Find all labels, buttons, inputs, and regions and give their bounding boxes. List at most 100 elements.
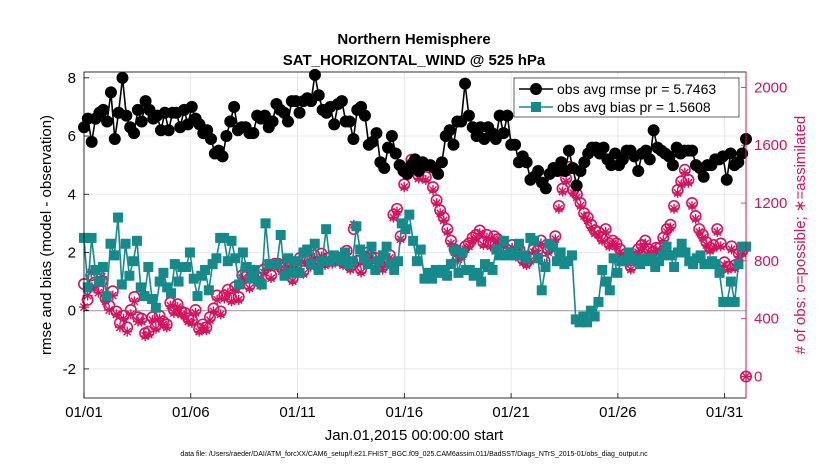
x-tick-label: 01/11 <box>279 404 315 421</box>
bias-point <box>305 259 316 270</box>
assimilated-obs-marker <box>388 212 399 223</box>
rmse-point <box>131 103 144 116</box>
assimilated-obs-marker <box>154 313 165 324</box>
bias-point <box>532 253 543 264</box>
bias-point <box>143 262 154 273</box>
rmse-point <box>120 109 133 122</box>
rmse-point <box>432 167 445 180</box>
bias-point <box>453 267 464 278</box>
bias-point <box>385 259 396 270</box>
bias-point <box>623 247 634 258</box>
assimilated-obs-marker <box>715 241 726 252</box>
bias-point <box>476 276 487 287</box>
legend-rmse-marker <box>530 83 542 95</box>
assimilated-obs-marker <box>669 203 680 214</box>
bias-point <box>218 232 229 243</box>
assimilated-obs-marker <box>190 307 201 318</box>
rmse-point <box>228 100 241 113</box>
assimilated-obs-marker <box>136 316 147 327</box>
bias-point <box>445 259 456 270</box>
bias-point <box>313 264 324 275</box>
bias-point <box>449 244 460 255</box>
bias-point <box>366 241 377 252</box>
assimilated-obs-marker <box>694 226 705 237</box>
assimilated-obs-marker <box>118 313 129 324</box>
bias-point <box>733 259 744 270</box>
bias-point <box>113 212 124 223</box>
rmse-point <box>459 77 472 90</box>
bias-point <box>464 264 475 275</box>
assimilated-obs-marker <box>222 287 233 298</box>
assimilated-obs-marker <box>561 176 572 187</box>
bias-point <box>612 267 623 278</box>
assimilated-obs-marker <box>114 322 125 333</box>
x-tick-label: 01/31 <box>706 404 744 421</box>
bias-point <box>566 250 577 261</box>
rmse-point <box>389 147 402 160</box>
assimilated-obs-marker <box>586 222 597 233</box>
bias-point <box>688 259 699 270</box>
x-tick-label: 01/26 <box>599 404 637 421</box>
bias-point <box>582 317 593 328</box>
bias-point <box>495 250 506 261</box>
x-tick-label: 01/21 <box>492 404 530 421</box>
assimilated-obs-marker <box>571 192 582 203</box>
bias-point <box>389 264 400 275</box>
bias-point <box>188 273 199 284</box>
bias-point <box>653 256 664 267</box>
y-axis-label: rmse and bias (model - observation) <box>38 115 55 355</box>
bias-point <box>491 244 502 255</box>
assimilated-obs-marker <box>687 200 698 211</box>
bias-point <box>317 256 328 267</box>
bias-point <box>154 276 165 287</box>
y-right-tick-label: 2000 <box>754 79 787 96</box>
bias-point <box>94 276 105 287</box>
rmse-point <box>462 109 475 122</box>
y-right-tick-label: 1200 <box>754 195 787 212</box>
bias-point <box>249 264 260 275</box>
bias-point <box>362 259 373 270</box>
bias-point <box>150 302 161 313</box>
assimilated-obs-marker <box>665 222 676 233</box>
bias-point <box>105 238 116 249</box>
assimilated-obs-marker <box>690 213 701 224</box>
x-axis-label: Jan.01,2015 00:00:00 start <box>325 427 504 444</box>
assimilated-obs-marker <box>226 296 237 307</box>
assimilated-obs-marker <box>478 239 489 250</box>
y-right-tick-label: 1600 <box>754 137 787 154</box>
y-axis-right-label: # of obs: o=possible; ∗=assimilated <box>792 116 809 355</box>
assimilated-obs-marker <box>427 185 438 196</box>
assimilated-obs-marker <box>212 294 223 305</box>
bias-point <box>661 241 672 252</box>
bias-point <box>203 285 214 296</box>
bias-point <box>521 253 532 264</box>
bias-point <box>271 259 282 270</box>
assimilated-obs-marker <box>356 267 367 278</box>
assimilated-obs-marker <box>435 208 446 219</box>
bias-point <box>184 247 195 258</box>
bias-point <box>358 253 369 264</box>
bias-point <box>131 235 142 246</box>
bias-point <box>514 238 525 249</box>
rmse-point <box>205 132 218 145</box>
assimilated-obs-marker <box>553 203 564 214</box>
bias-point <box>604 285 615 296</box>
bias-point <box>665 250 676 261</box>
bias-point <box>162 282 173 293</box>
bias-point <box>438 264 449 275</box>
legend: obs avg rmse pr = 5.7463 obs avg bias pr… <box>513 77 740 118</box>
chart-subtitle: SAT_HORIZONTAL_WIND @ 525 hPa <box>283 52 546 69</box>
bias-point <box>139 291 150 302</box>
bias-point <box>650 262 661 273</box>
bias-point <box>680 247 691 258</box>
rmse-point <box>247 127 260 140</box>
assimilated-obs-marker <box>122 326 133 337</box>
bias-point <box>135 282 146 293</box>
rmse-point <box>562 144 575 157</box>
assimilated-obs-marker <box>575 200 586 211</box>
bias-point <box>158 267 169 278</box>
rmse-point <box>135 115 148 128</box>
assimilated-obs-marker <box>708 242 719 253</box>
bias-point <box>101 291 112 302</box>
bias-point <box>657 250 668 261</box>
